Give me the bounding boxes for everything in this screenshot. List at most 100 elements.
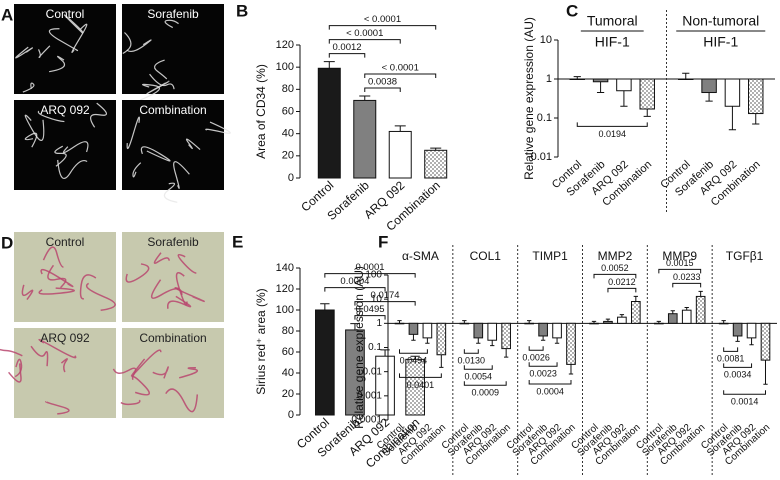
p-value: 0.0009 — [471, 388, 499, 398]
p-value: 0.0012 — [332, 42, 361, 53]
significance-bracket — [328, 53, 366, 58]
p-value: 0.0052 — [601, 263, 629, 273]
tissue-structure — [85, 282, 116, 312]
y-tick-label: 1 — [376, 318, 382, 329]
p-value: 0.0015 — [666, 258, 694, 268]
y-tick-label: 100 — [365, 270, 382, 281]
bar — [422, 322, 433, 339]
y-axis-label: Sirius red⁺ area (%) — [254, 288, 268, 394]
error-bar — [425, 337, 430, 344]
tissue-structure — [37, 110, 65, 123]
p-value: < 0.0001 — [346, 28, 383, 39]
group-title: α-SMA — [402, 249, 439, 263]
error-bar — [573, 76, 581, 79]
group-title: MMP2 — [598, 249, 633, 263]
bar — [639, 78, 655, 110]
tissue-structure — [153, 252, 170, 264]
tissue-structure — [49, 55, 66, 73]
error-bar — [540, 335, 546, 341]
significance-bracket — [399, 373, 442, 378]
tissue-structure — [205, 121, 231, 134]
bar — [552, 322, 562, 339]
error-bar — [620, 90, 628, 107]
p-value: 0.0004 — [536, 386, 564, 396]
p-value: < 0.0001 — [364, 14, 401, 25]
significance-bracket — [354, 301, 416, 306]
tissue-structure — [177, 253, 197, 274]
tissue-structure — [178, 367, 198, 379]
error-bar — [323, 61, 335, 69]
y-tick-label: 0.0001 — [351, 415, 382, 426]
bar — [678, 78, 694, 80]
group-title: MMP9 — [662, 249, 697, 263]
error-bar — [705, 92, 713, 102]
tissue-structure — [152, 366, 169, 379]
y-tick-label: 40 — [282, 128, 294, 140]
error-bar — [320, 303, 330, 310]
y-tick-label: 20 — [282, 388, 294, 400]
p-value: 0.0174 — [371, 290, 400, 301]
tissue-structure — [57, 159, 88, 180]
p-value: 0.0081 — [717, 354, 745, 364]
y-tick-label: 1 — [546, 73, 552, 85]
error-bar — [728, 106, 737, 131]
bar — [718, 322, 729, 325]
significance-bracket — [528, 380, 572, 385]
error-bar — [656, 320, 662, 324]
tissue-structure — [37, 45, 51, 59]
bar — [317, 67, 341, 179]
group-title: COL1 — [470, 249, 502, 263]
p-value: 0.0054 — [465, 372, 493, 382]
bar — [603, 320, 613, 324]
bar — [487, 322, 498, 341]
micrograph-label: Control — [46, 7, 85, 21]
error-bar — [410, 355, 420, 360]
error-bar — [735, 335, 740, 342]
error-bar — [462, 320, 467, 324]
significance-bracket — [463, 365, 493, 370]
error-bar — [721, 320, 726, 324]
significance-bracket — [463, 349, 479, 354]
group-title: TGFβ1 — [726, 249, 764, 263]
tissue-structure — [122, 32, 132, 55]
error-bar — [749, 337, 754, 346]
tissue-structure — [60, 358, 68, 373]
error-bar — [682, 72, 690, 79]
bar — [353, 99, 377, 179]
tissue-structure — [14, 358, 23, 378]
bar — [760, 322, 771, 361]
bar — [569, 78, 585, 80]
significance-bracket — [576, 122, 648, 127]
tissue-structure — [140, 146, 171, 162]
bar — [394, 322, 405, 325]
error-bar — [605, 318, 611, 322]
micrograph — [122, 100, 224, 190]
y-tick-label: 80 — [282, 325, 294, 337]
error-bar — [643, 109, 651, 117]
y-tick-label: 40 — [282, 367, 294, 379]
tissue-structure — [62, 141, 89, 154]
bar — [701, 78, 717, 94]
significance-bracket — [324, 273, 416, 278]
error-bar — [397, 320, 402, 324]
tissue-structure — [150, 279, 183, 299]
bar — [631, 301, 641, 324]
panel-letter: A — [1, 5, 13, 24]
y-tick-label: 0.01 — [531, 151, 552, 163]
tissue-structure — [126, 39, 152, 52]
y-tick-label: 10 — [371, 294, 383, 305]
tissue-structure — [146, 80, 170, 95]
significance-bracket — [354, 315, 386, 320]
significance-bracket — [658, 268, 702, 274]
bar — [424, 149, 448, 179]
error-bar — [619, 314, 625, 318]
micrograph — [14, 328, 116, 418]
y-tick-label: 100 — [276, 304, 294, 316]
tissue-structure — [63, 14, 84, 34]
tissue-structure — [40, 268, 74, 288]
error-bar — [591, 320, 597, 324]
tissue-structure — [24, 114, 45, 141]
p-value: 0.0194 — [598, 129, 626, 139]
bar — [748, 78, 764, 115]
p-value: 0.0130 — [458, 356, 486, 366]
